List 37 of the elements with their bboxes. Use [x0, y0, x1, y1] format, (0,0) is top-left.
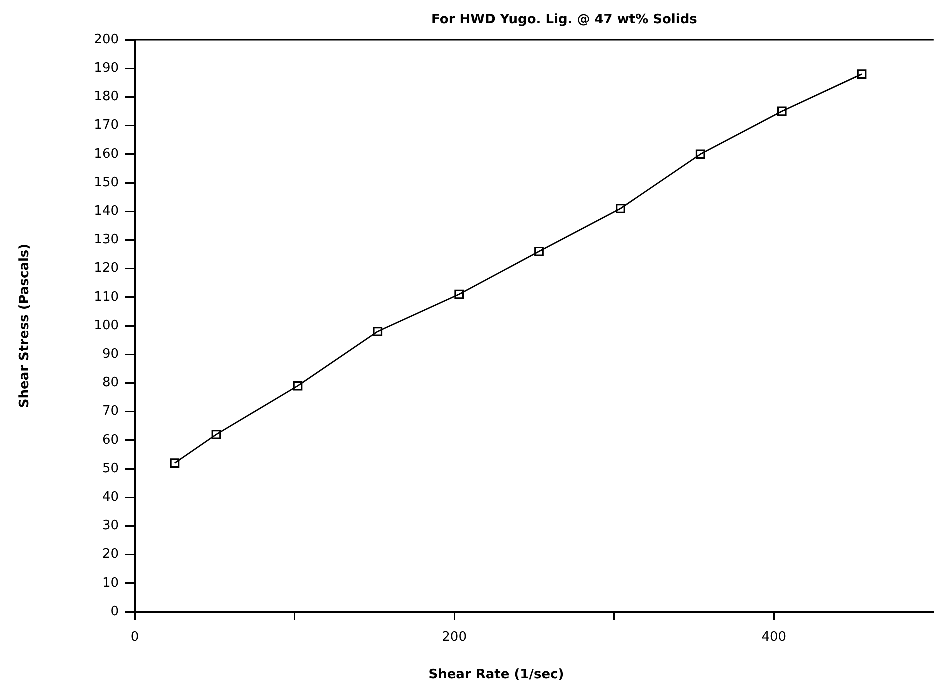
y-tick-label: 20 — [102, 547, 119, 562]
x-tick-label: 0 — [130, 630, 140, 646]
y-tick-label: 170 — [94, 118, 119, 134]
y-tick-label: 190 — [94, 60, 119, 76]
y-tick-label: 130 — [94, 232, 119, 248]
y-tick-label: 50 — [102, 461, 119, 476]
point — [534, 246, 544, 256]
point — [170, 458, 180, 468]
chart-title: For HWD Yugo. Lig. @ 47 wt% Solids — [432, 12, 698, 28]
point — [212, 430, 222, 440]
y-tick-label: 30 — [102, 518, 119, 534]
y-tick-label: 70 — [102, 404, 119, 420]
y-tick-label: 10 — [102, 576, 119, 591]
y-tick-label: 60 — [102, 432, 119, 448]
y-tick-label: 140 — [94, 204, 119, 219]
y-tick-label: 40 — [102, 490, 119, 505]
y-tick-label: 90 — [102, 346, 119, 362]
y-tick-label: 100 — [94, 318, 119, 334]
y-tick-label: 200 — [94, 32, 119, 48]
y-tick-label: 0 — [110, 604, 119, 620]
x-tick-label: 200 — [442, 630, 467, 646]
y-tick-label: 180 — [94, 90, 119, 105]
y-tick-label: 150 — [94, 175, 119, 190]
x-axis-title: Shear Rate (1/sec) — [428, 667, 564, 682]
y-tick-label: 80 — [102, 376, 119, 391]
point — [293, 381, 303, 391]
y-tick-label: 120 — [94, 261, 119, 276]
point — [696, 150, 706, 160]
point — [857, 70, 867, 80]
point — [373, 327, 383, 336]
point — [616, 204, 626, 214]
y-tick-label: 110 — [94, 290, 119, 305]
x-tick-label: 400 — [762, 630, 787, 646]
y-axis-title: Shear Stress (Pascals) — [17, 244, 32, 408]
point — [454, 290, 464, 300]
y-tick-label: 160 — [94, 146, 119, 162]
point — [777, 106, 787, 116]
